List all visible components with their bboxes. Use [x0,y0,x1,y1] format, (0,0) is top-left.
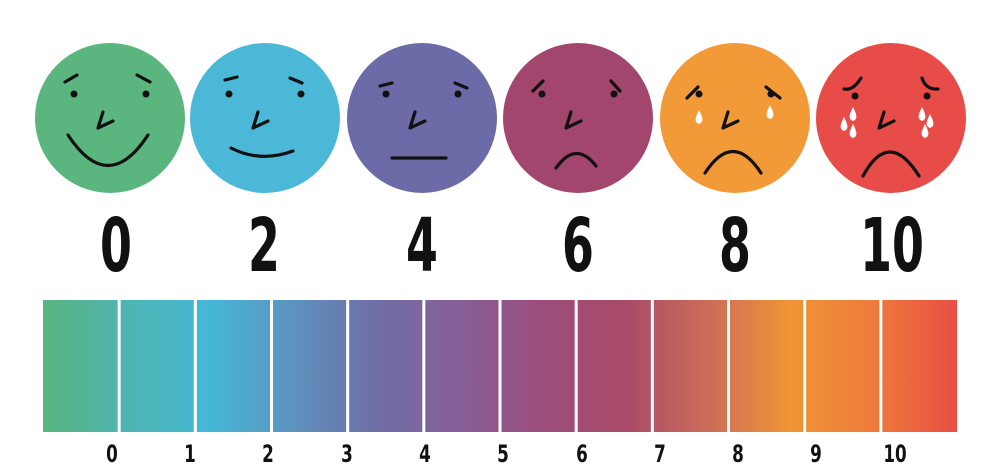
mouth [861,150,921,178]
face-label-8: 8 [719,202,751,289]
left-eye [695,90,703,98]
left-eyebrow [223,75,239,82]
tick-label-1: 1 [184,440,196,468]
mouth [703,149,763,175]
face-2 [190,43,340,193]
nose [721,110,740,130]
left-eyebrow [63,73,79,84]
tear-icon [849,124,857,138]
right-eye [142,90,150,98]
nose [877,110,896,130]
left-eye [382,90,390,98]
tick-label-7: 7 [654,440,666,468]
segment-divider [498,300,502,432]
right-eye [454,90,462,98]
left-eyebrow [685,85,700,100]
segment-divider [117,300,121,432]
left-eye [70,90,78,98]
face-6 [503,43,653,193]
face-0 [35,43,185,193]
tear-icon [918,107,926,121]
tick-label-10: 10 [883,440,906,468]
tear-icon [766,105,774,119]
segment-divider [727,300,730,432]
tick-label-2: 2 [262,440,274,468]
right-eyebrow [609,79,622,93]
tear-icon [926,114,934,128]
right-eye [297,90,305,98]
face-label-2: 2 [248,202,280,289]
segment-divider [193,300,197,432]
face-circle [347,43,497,193]
face-circle [35,43,185,193]
tick-label-9: 9 [810,440,822,468]
left-eye [851,92,859,100]
face-circle [816,43,966,193]
segment-divider [346,300,350,432]
mouth [554,151,598,170]
face-10 [816,43,966,193]
tear-icon [840,117,848,131]
right-eyebrow [920,76,940,91]
face-label-4: 4 [406,202,438,289]
right-eyebrow [288,76,304,85]
mouth [229,146,295,158]
tick-label-4: 4 [419,440,431,468]
segment-divider [422,300,426,432]
nose [408,110,427,130]
tear-icon [849,107,857,121]
face-4 [347,43,497,193]
face-circle [503,43,653,193]
nose [564,110,583,130]
mouth [66,133,150,168]
left-eyebrow [531,79,545,93]
nose [251,110,270,130]
tick-label-3: 3 [341,440,353,468]
face-circle [660,43,810,193]
face-label-6: 6 [562,202,594,289]
right-eyebrow [453,81,469,90]
face-circle [190,43,340,193]
right-eyebrow [135,73,152,84]
tear-icon [921,124,929,138]
segment-divider [574,300,578,432]
tick-label-5: 5 [497,440,509,468]
tear-icon [695,110,703,124]
right-eye [610,90,618,98]
tick-label-0: 0 [106,440,118,468]
tick-label-8: 8 [732,440,744,468]
left-eye [538,90,546,98]
segment-divider [879,300,883,432]
face-8 [660,43,810,193]
nose [96,110,115,130]
segment-divider [270,300,273,432]
segment-divider [803,300,807,432]
right-eye [767,90,775,98]
left-eyebrow [378,81,394,88]
face-label-10: 10 [860,202,924,289]
left-eye [225,90,233,98]
segment-divider [650,300,654,432]
tick-label-6: 6 [576,440,588,468]
right-eye [923,92,931,100]
face-label-0: 0 [100,202,132,289]
left-eyebrow [842,76,863,91]
